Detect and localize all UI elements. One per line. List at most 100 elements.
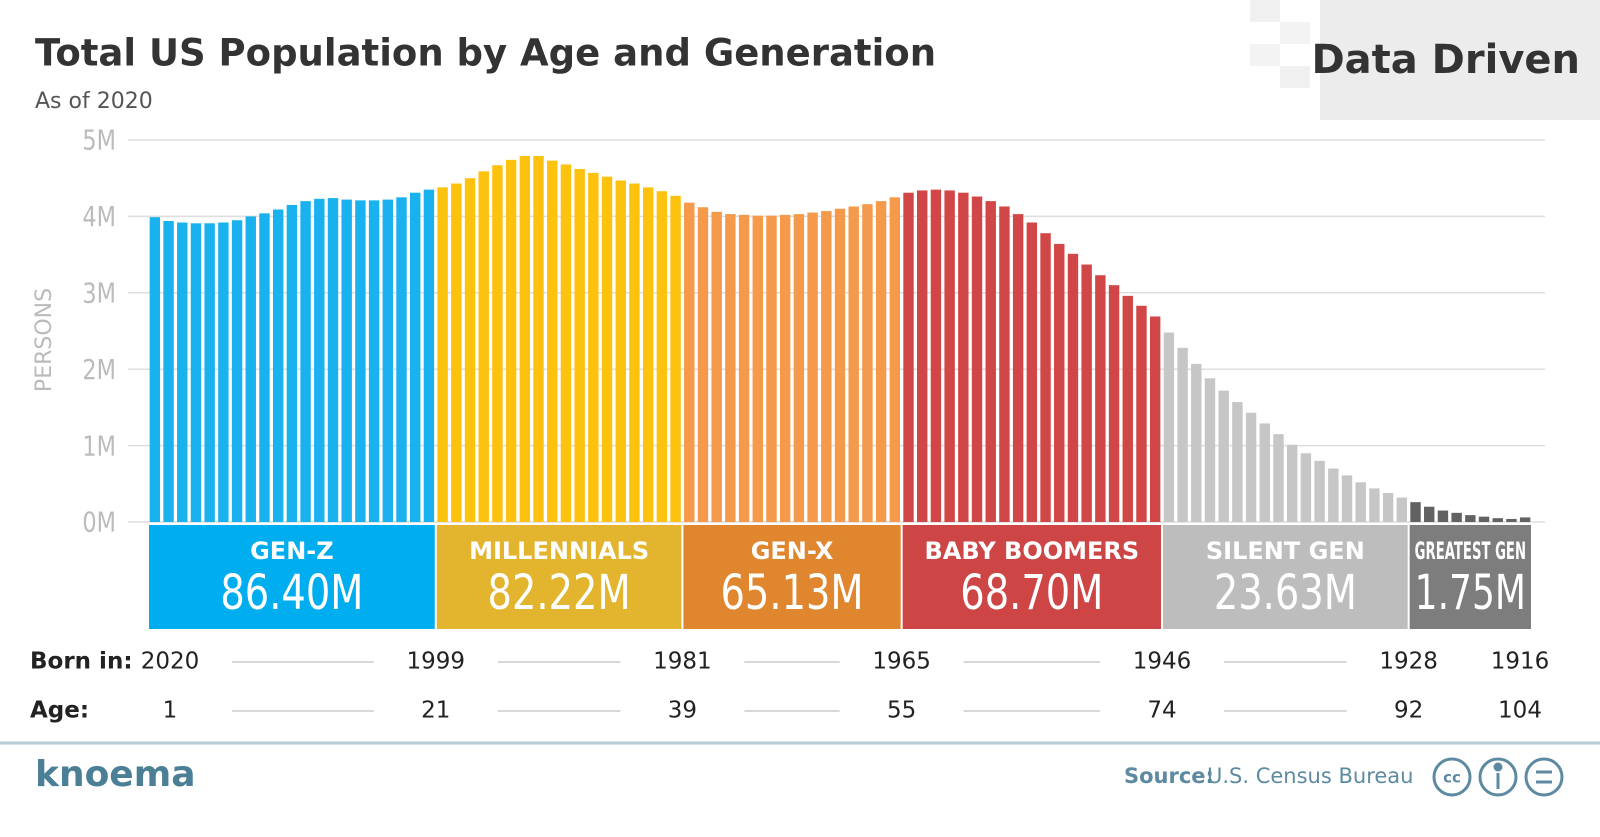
bar <box>588 172 599 523</box>
bar <box>437 187 448 523</box>
data-label: 86.40M <box>220 565 363 621</box>
bar <box>889 197 901 523</box>
bar <box>1108 285 1120 522</box>
bar <box>1355 482 1366 522</box>
generation-box <box>902 525 1162 629</box>
y-tick-label: 5M <box>82 123 116 156</box>
bar <box>1465 515 1476 522</box>
bar <box>314 198 325 522</box>
bar <box>985 201 996 522</box>
row-label: Born in: <box>30 649 133 675</box>
data-label: 82.22M <box>488 565 631 621</box>
bar <box>327 198 339 522</box>
bar <box>917 190 928 522</box>
bar <box>1492 518 1503 522</box>
bar <box>1191 363 1202 522</box>
bar <box>944 190 955 522</box>
bar <box>738 214 750 522</box>
source: U.S. Census Bureau <box>1207 764 1413 788</box>
bar <box>533 156 544 522</box>
timeline-label: 1946 <box>1133 649 1192 675</box>
cc-icon: cc <box>1443 769 1461 787</box>
bar <box>615 180 626 522</box>
timeline-label: 1928 <box>1379 649 1438 675</box>
chart-subtitle: As of 2020 <box>35 89 153 114</box>
bar <box>505 159 517 522</box>
bar <box>1081 264 1092 522</box>
bar <box>1012 214 1024 522</box>
bar <box>1341 475 1353 522</box>
bar <box>670 195 681 522</box>
bar <box>821 211 832 522</box>
bar <box>793 214 805 522</box>
bar <box>1177 347 1188 522</box>
y-axis-label: PERSONS <box>32 288 57 392</box>
bar <box>1026 222 1038 522</box>
bar <box>1232 402 1243 522</box>
bar <box>1149 316 1161 522</box>
bar <box>1396 497 1408 522</box>
bar <box>547 160 558 523</box>
chart-title: Total US Population by Age and Generatio… <box>35 32 936 75</box>
bar <box>1410 502 1421 522</box>
bar <box>478 171 489 522</box>
bar <box>560 164 572 522</box>
bar <box>807 212 818 522</box>
bar <box>204 223 215 522</box>
row-label: Age: <box>30 698 89 724</box>
bar <box>752 215 763 523</box>
data-label: 68.70M <box>960 565 1103 621</box>
bar <box>779 214 791 522</box>
bar <box>231 220 243 522</box>
bar <box>1136 305 1147 522</box>
bar <box>149 217 161 522</box>
timeline-label: 1981 <box>653 649 712 675</box>
generation-box <box>683 525 901 629</box>
bar <box>1300 453 1312 522</box>
bar <box>1451 512 1462 522</box>
bar <box>451 183 462 522</box>
bar <box>423 189 435 522</box>
bar <box>177 222 188 522</box>
bar <box>697 207 709 522</box>
bar <box>656 191 668 523</box>
legend-entry: GREATEST GEN <box>1415 537 1526 565</box>
timeline-label: 74 <box>1147 698 1176 724</box>
legend-entry: GEN-X <box>751 537 834 565</box>
bar <box>1204 378 1216 522</box>
legend-entry: GEN-Z <box>250 537 334 565</box>
generation-box <box>149 525 435 629</box>
logo: knoema <box>35 754 196 795</box>
bar <box>1424 506 1435 522</box>
badge <box>1250 0 1600 120</box>
bar <box>1122 295 1133 522</box>
timeline-label: 21 <box>421 698 450 724</box>
bar <box>1245 412 1257 522</box>
bar <box>245 216 256 522</box>
bar <box>300 201 311 522</box>
bar <box>875 201 887 522</box>
license-icons <box>1432 757 1564 797</box>
bar <box>930 189 942 522</box>
bar <box>862 204 873 522</box>
bar <box>355 200 366 522</box>
bar <box>272 209 284 523</box>
bar <box>1286 444 1298 522</box>
bar <box>958 192 969 522</box>
generation-box <box>1409 525 1531 629</box>
bar <box>163 220 174 522</box>
bar <box>642 187 654 523</box>
bar <box>1095 275 1106 522</box>
brand: Data Driven <box>1311 37 1580 83</box>
bar <box>1163 332 1175 522</box>
bar <box>684 202 695 522</box>
bar <box>190 223 202 522</box>
data-label: 1.75M <box>1415 565 1526 621</box>
bar <box>492 165 503 522</box>
bar <box>629 183 640 522</box>
bar <box>410 192 421 522</box>
generation-box <box>1163 525 1408 629</box>
bar <box>464 178 476 522</box>
bar <box>1437 510 1449 522</box>
generation-box <box>436 525 682 629</box>
